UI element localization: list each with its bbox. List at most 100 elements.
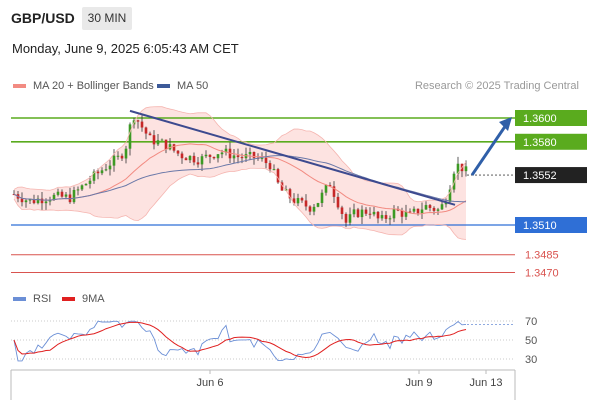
- legend-label-9ma: 9MA: [82, 293, 105, 305]
- candle-body: [52, 194, 56, 200]
- legend-swatch-ma20: [13, 84, 26, 88]
- candle-body: [264, 157, 268, 164]
- candle-body: [356, 209, 360, 218]
- candle-body: [324, 185, 328, 193]
- candlestick-series: [12, 115, 468, 228]
- candle-body: [120, 155, 124, 159]
- candle-body: [320, 192, 324, 204]
- candle-body: [100, 170, 104, 174]
- resistance-tag: [515, 133, 587, 150]
- candle-body: [32, 199, 36, 204]
- candle-body: [168, 144, 172, 150]
- candle-body: [72, 189, 76, 203]
- resistance-tag: [515, 110, 587, 126]
- candle-body: [140, 121, 144, 128]
- candle-body: [128, 124, 132, 149]
- candle-body: [40, 198, 44, 204]
- timeframe-button[interactable]: 30 MIN: [82, 7, 132, 30]
- candle-body: [336, 196, 340, 208]
- legend-label-ma50: MA 50: [177, 80, 209, 92]
- pivot-label: 1.3510: [523, 220, 557, 232]
- last-price-label: 1.3552: [523, 170, 557, 182]
- legend-swatch-ma50: [157, 84, 170, 88]
- trendline-and-forecast: [129, 109, 512, 206]
- legend-9ma: 9MA: [62, 293, 105, 305]
- candle-body: [304, 200, 308, 207]
- candle-body: [252, 151, 256, 158]
- candle-body: [364, 209, 368, 214]
- candle-body: [20, 198, 24, 203]
- candle-body: [144, 127, 148, 134]
- candle-body: [340, 207, 344, 214]
- candle-body: [400, 210, 404, 217]
- time-axis-label: Jun 6: [197, 377, 224, 389]
- candle-body: [368, 213, 372, 215]
- candle-body: [136, 120, 140, 122]
- candle-body: [76, 189, 80, 191]
- candle-body: [360, 209, 364, 218]
- candle-body: [188, 155, 192, 161]
- legend-swatch-9ma: [62, 297, 75, 301]
- candle-body: [280, 182, 284, 191]
- candle-body: [388, 218, 392, 220]
- candle-body: [64, 194, 68, 197]
- candle-body: [48, 199, 52, 202]
- candle-body: [24, 200, 28, 203]
- candle-body: [440, 204, 444, 210]
- bollinger-band-fill: [14, 106, 466, 240]
- candle-body: [292, 198, 296, 204]
- candle-body: [204, 154, 208, 157]
- candle-body: [420, 209, 424, 214]
- candle-body: [108, 165, 112, 170]
- candle-body: [240, 157, 244, 159]
- candle-body: [436, 209, 440, 211]
- candle-body: [212, 156, 216, 159]
- pivot-tag: [515, 217, 587, 233]
- candle-body: [180, 153, 184, 159]
- candle-body: [448, 189, 452, 202]
- candle-body: [124, 148, 128, 159]
- candle-body: [428, 205, 432, 208]
- candle-body: [44, 201, 48, 204]
- candle-body: [276, 169, 280, 183]
- rsi-9ma-line: [13, 321, 467, 358]
- time-axis-label: Jun 9: [406, 377, 433, 389]
- candle-body: [308, 206, 312, 212]
- forecast-arrow-shaft: [470, 124, 508, 176]
- candle-body: [236, 155, 240, 158]
- candle-body: [56, 191, 60, 195]
- candle-body: [112, 155, 116, 166]
- rsi-panel: 70 50 30: [11, 316, 537, 366]
- candle-body: [28, 199, 32, 201]
- support-label: 1.3485: [525, 250, 559, 262]
- legend-label-ma20: MA 20 + Bollinger Bands: [33, 80, 154, 92]
- support-label: 1.3470: [525, 268, 559, 280]
- resistance-label: 1.3600: [523, 113, 557, 125]
- candle-body: [424, 205, 428, 210]
- bollinger-lower-line: [13, 167, 467, 240]
- candle-body: [412, 208, 416, 212]
- research-credit: Research © 2025 Trading Central: [414, 80, 579, 92]
- rsi-line: [13, 320, 467, 362]
- candle-body: [80, 185, 84, 190]
- rsi-tick-label: 30: [525, 354, 537, 366]
- time-axis-label: Jun 13: [469, 377, 502, 389]
- chart-datetime: Monday, June 9, 2025 6:05:43 AM CET: [12, 41, 239, 56]
- candle-body: [116, 155, 120, 157]
- candle-body: [464, 166, 468, 172]
- candle-body: [332, 186, 336, 197]
- candle-body: [224, 148, 228, 153]
- candle-body: [328, 185, 332, 187]
- bollinger-upper-line: [13, 106, 467, 203]
- candle-body: [416, 208, 420, 214]
- candle-body: [312, 206, 316, 212]
- candle-body: [152, 135, 156, 145]
- candle-body: [432, 207, 436, 211]
- candle-body: [268, 163, 272, 170]
- candle-body: [96, 171, 100, 174]
- candle-body: [156, 140, 160, 145]
- resistance-label: 1.3580: [523, 137, 557, 149]
- candle-body: [380, 215, 384, 219]
- candle-body: [84, 183, 88, 186]
